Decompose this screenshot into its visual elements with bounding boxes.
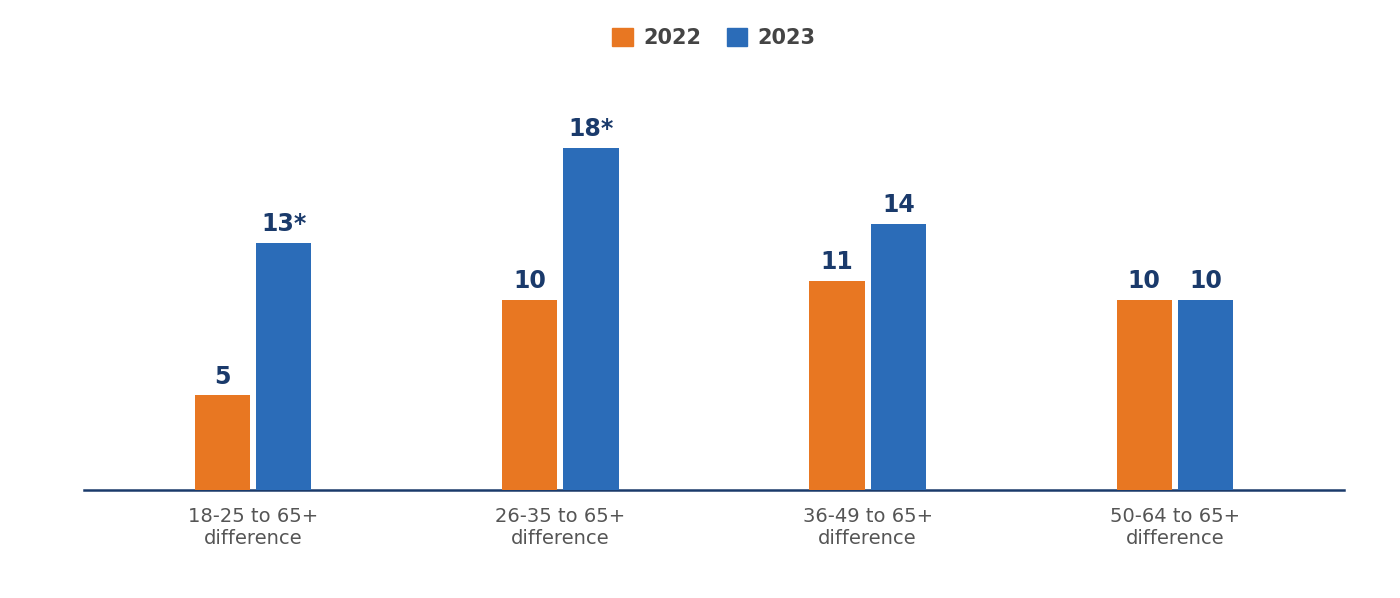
- Text: 10: 10: [514, 270, 546, 294]
- Text: 13*: 13*: [260, 212, 307, 236]
- Bar: [503, 300, 557, 490]
- Legend: 2022, 2023: 2022, 2023: [603, 19, 825, 57]
- Bar: [871, 224, 925, 490]
- Text: 10: 10: [1189, 270, 1222, 294]
- Bar: [563, 148, 619, 490]
- Bar: [195, 395, 251, 490]
- Text: 18*: 18*: [568, 117, 613, 141]
- Text: 5: 5: [214, 365, 231, 389]
- Bar: [1117, 300, 1172, 490]
- Text: 10: 10: [1128, 270, 1161, 294]
- Bar: [809, 281, 865, 490]
- Text: 14: 14: [882, 193, 914, 217]
- Text: 11: 11: [820, 251, 854, 274]
- Bar: [256, 243, 311, 490]
- Bar: [1177, 300, 1233, 490]
